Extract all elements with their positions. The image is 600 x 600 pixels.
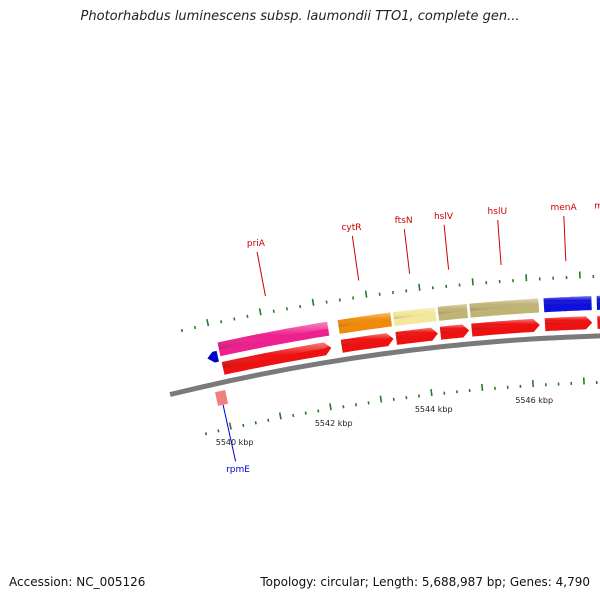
outer-tick: [471, 278, 474, 286]
kbp-label: 5540 kbp: [216, 438, 254, 447]
kbp-label: 5546 kbp: [515, 396, 553, 405]
inner-tick: [278, 412, 282, 420]
gene-label-hslU: hslU: [488, 207, 507, 217]
outer-tick: [220, 320, 223, 324]
gene-label-menA: menA: [551, 203, 578, 213]
gene-track: [217, 295, 600, 357]
inner-tick: [292, 413, 295, 418]
kbp-label: 5542 kbp: [315, 419, 353, 428]
gene-label-leader: [256, 251, 266, 297]
gene-label-leader: [351, 235, 360, 281]
inner-tick: [430, 389, 433, 397]
orf-highlight: [439, 324, 469, 333]
outer-tick: [258, 308, 262, 316]
backbone-ring: [169, 333, 600, 397]
accession-label: Accession: NC_005126: [9, 575, 146, 589]
gene-label-priA: priA: [247, 239, 266, 249]
reverse-orf-arrow[interactable]: [207, 350, 219, 363]
outer-tick: [285, 307, 289, 311]
gene-highlight: [596, 295, 600, 303]
inner-tick-marks: [204, 377, 598, 436]
gene-label-leader: [222, 404, 237, 462]
gene-label-hslV: hslV: [434, 212, 454, 222]
inner-tick: [481, 383, 484, 391]
inner-tick: [242, 423, 245, 428]
outer-tick: [246, 314, 249, 318]
outer-tick: [206, 319, 210, 327]
inner-tick: [228, 422, 232, 430]
inner-tick: [204, 432, 208, 436]
gene-label-leader: [497, 220, 502, 265]
inner-tick: [267, 418, 270, 422]
outer-tick: [418, 283, 421, 291]
gene-label-ftsN: ftsN: [395, 216, 413, 226]
gene-highlight: [437, 304, 468, 314]
inner-tick: [217, 429, 220, 433]
gene-label-rpmE: rpmE: [226, 465, 250, 475]
outer-tick: [193, 325, 197, 330]
outer-tick: [364, 290, 368, 298]
inner-tick: [329, 403, 332, 411]
gene-label-menG: menG: [594, 202, 600, 212]
gene-label-leader: [563, 216, 567, 262]
orf-track: [221, 315, 600, 375]
outer-tick: [299, 304, 302, 309]
orf-highlight: [544, 316, 593, 325]
gene-label-cytR: cytR: [341, 223, 361, 233]
gene-label-leader: [443, 224, 450, 270]
orf-highlight: [395, 327, 438, 338]
gene-label-leader: [403, 229, 411, 274]
reverse-gene-track: rpmEplu4766: [207, 350, 250, 475]
outer-tick: [311, 298, 315, 306]
gene-rpmE[interactable]: [215, 390, 229, 406]
orf-highlight: [471, 318, 540, 330]
map-title: Photorhabdus luminescens subsp. laumondi…: [80, 9, 520, 24]
inner-tick: [254, 421, 257, 425]
gene-highlight: [337, 312, 392, 327]
orf-highlight: [340, 333, 394, 346]
inner-tick: [317, 409, 320, 413]
orf-highlight: [221, 342, 331, 368]
outer-tick: [272, 309, 275, 313]
outer-tick: [180, 328, 184, 333]
gene-highlight: [392, 307, 436, 320]
orf-highlight: [597, 315, 600, 322]
outer-tick: [233, 317, 236, 321]
gene-highlight: [543, 296, 592, 306]
topology-label: Topology: circular; Length: 5,688,987 bp…: [260, 575, 590, 589]
inner-tick: [304, 411, 307, 415]
outer-tick-marks: [180, 271, 595, 333]
kbp-label: 5544 kbp: [415, 405, 453, 414]
gene-highlight: [217, 321, 329, 350]
gene-labels: priAcytRftsNhslVhslUmenAmenGglpFglpKfpr: [247, 202, 600, 297]
inner-tick: [379, 395, 383, 403]
gene-highlight: [469, 298, 539, 311]
